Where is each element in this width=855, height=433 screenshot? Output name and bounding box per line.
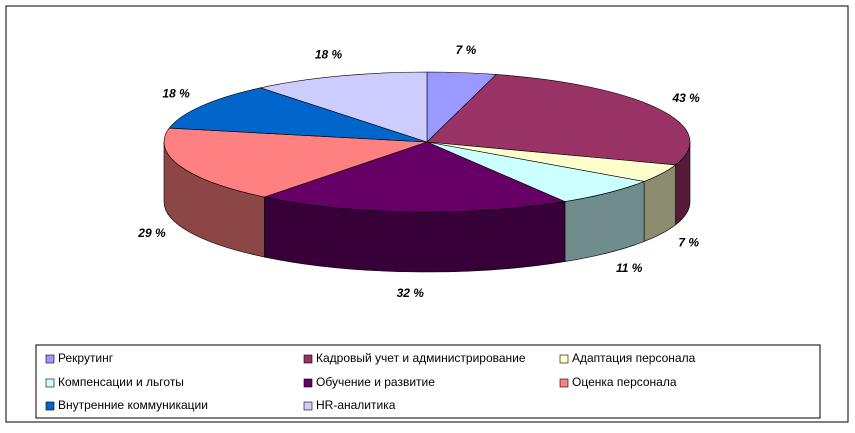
legend-swatch [45, 401, 55, 411]
value-label: 7 % [456, 43, 477, 57]
legend-label: Компенсации и льготы [58, 375, 184, 389]
legend-label: Адаптация персонала [572, 351, 696, 365]
value-label: 32 % [397, 286, 425, 300]
legend-swatch [303, 378, 313, 388]
legend-label: HR-аналитика [316, 398, 396, 412]
slice [168, 87, 428, 143]
legend-label: Рекрутинг [58, 351, 114, 365]
value-label: 11 % [616, 261, 643, 275]
legend-swatch [45, 354, 55, 364]
legend-label: Внутренние коммуникации [58, 398, 208, 412]
legend-swatch [559, 354, 569, 364]
legend-swatch [45, 378, 55, 388]
slice [163, 127, 428, 198]
value-label: 18 % [315, 48, 343, 62]
slice [263, 141, 567, 213]
value-label: 18 % [162, 87, 190, 101]
slice [426, 74, 691, 166]
slice [426, 141, 646, 202]
legend-swatch [303, 354, 313, 364]
value-label: 7 % [678, 236, 699, 250]
legend-label: Оценка персонала [572, 375, 677, 389]
legend-box [35, 344, 821, 419]
legend-swatch [559, 378, 569, 388]
legend-label: Обучение и развитие [316, 375, 435, 389]
slice [259, 71, 428, 143]
legend-label: Кадровый учет и администрирование [316, 351, 526, 365]
legend-swatch [303, 401, 313, 411]
value-label: 43 % [671, 91, 700, 105]
value-label: 29 % [137, 226, 166, 240]
